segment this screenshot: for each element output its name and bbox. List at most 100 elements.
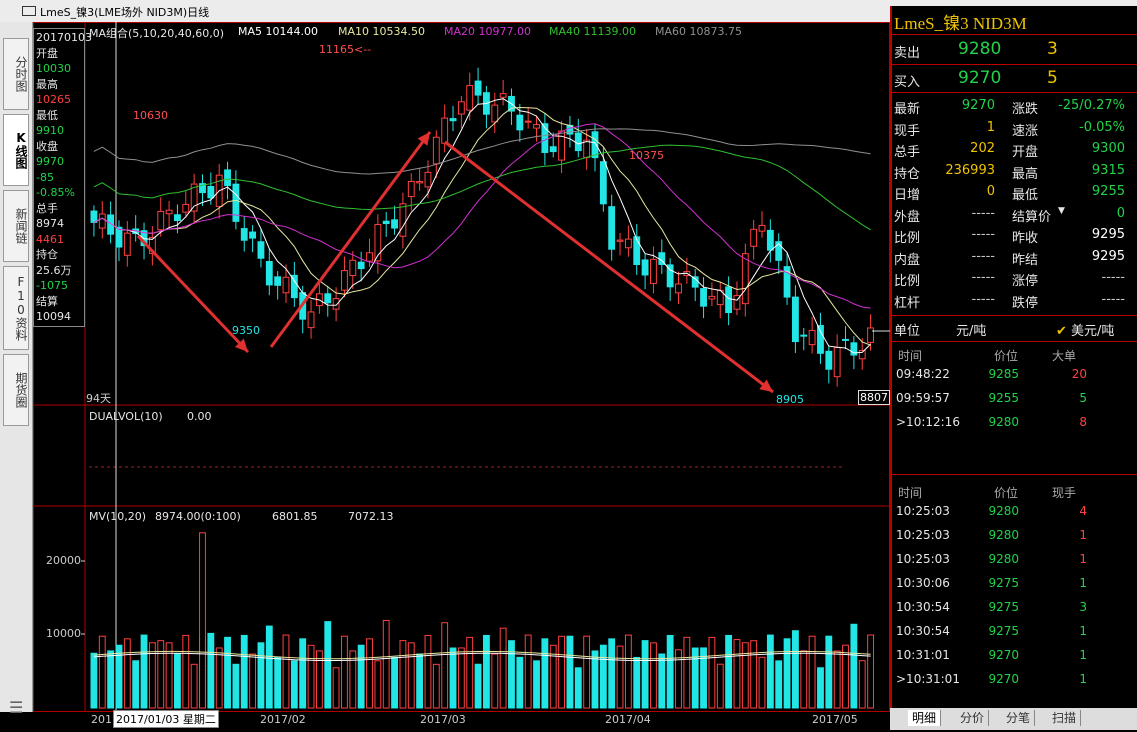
candle-body (399, 203, 407, 237)
volume-bar (608, 638, 616, 709)
candle-body (165, 209, 173, 215)
volume-bar (157, 640, 165, 709)
volume-bar (633, 656, 641, 709)
candle-body (741, 253, 749, 305)
candle-body (207, 186, 215, 199)
table-cell: 1 (1079, 576, 1087, 590)
candle-body (524, 120, 532, 123)
ma60-line (93, 128, 871, 175)
table-cell: 9275 (988, 600, 1019, 614)
table-row[interactable]: 09:59:57 9255 5 (892, 387, 1137, 411)
candle-body (199, 183, 206, 194)
candle-body (148, 236, 156, 254)
current-price-box: 8807 (858, 390, 890, 405)
candle-body (541, 123, 549, 153)
volume-bar (516, 656, 524, 709)
field-value: ----- (971, 205, 995, 221)
info-high-label: 最高 (36, 77, 58, 91)
menu-icon[interactable]: ☰ (9, 698, 24, 717)
candlestick-chart[interactable] (33, 22, 890, 712)
volume-bar (382, 619, 390, 709)
volume-bar (658, 653, 666, 709)
table-row[interactable]: 10:25:03 9280 1 (892, 524, 1137, 548)
field-value: 0 (986, 184, 995, 199)
volume-bar (190, 663, 198, 709)
volume-bar (850, 623, 858, 709)
volume-bar (558, 635, 566, 709)
volume-bar (107, 650, 115, 709)
table-cell: 9280 (988, 504, 1019, 518)
table-row[interactable]: 10:30:54 9275 3 (892, 596, 1137, 620)
candle-body (182, 203, 190, 213)
table-cell: 1 (1079, 528, 1087, 542)
table-row[interactable]: 10:30:54 9275 1 (892, 620, 1137, 644)
field-label: 昨收 (1012, 231, 1039, 246)
field-label: 持仓 (894, 166, 921, 182)
tab-futures-circle[interactable]: 期货圈 (3, 354, 29, 426)
table-row[interactable]: 09:48:22 9285 20 (892, 363, 1137, 387)
volume-bar (474, 663, 482, 709)
chevron-down-icon[interactable]: ▼ (1058, 205, 1065, 216)
uptrend-arrow (269, 131, 432, 348)
candle-body (307, 311, 315, 329)
tab-label: 新闻链 (14, 208, 28, 244)
mv-value-3: 7072.13 (348, 510, 394, 523)
mv20-line (93, 650, 871, 660)
table-cell: 1 (1079, 648, 1087, 662)
unit-cny[interactable]: 元/吨 (956, 324, 987, 339)
volume-bar (483, 634, 490, 709)
side-tab-price[interactable]: 分价 (956, 710, 990, 726)
field-value: 9295 (1091, 248, 1125, 264)
candle-body (290, 274, 298, 299)
volume-bar (533, 660, 540, 709)
table-cell: 9275 (988, 576, 1019, 590)
side-tab-trades[interactable]: 分笔 (1002, 710, 1036, 726)
table-row[interactable]: >10:31:01 9270 1 (892, 668, 1137, 692)
volume-bar (307, 644, 315, 709)
volume-bar (140, 634, 148, 709)
tab-kline[interactable]: K线图 (3, 114, 29, 186)
volume-bar (842, 644, 849, 709)
table-row[interactable]: 10:31:01 9270 1 (892, 644, 1137, 668)
table-cell: 1 (1079, 672, 1087, 686)
field-value: ----- (971, 270, 995, 285)
table-cell: 9280 (988, 552, 1019, 566)
table-cell: 5 (1079, 391, 1087, 405)
volume-bar (725, 634, 733, 709)
info-close: 9970 (36, 155, 64, 168)
buy-label: 买入 (894, 75, 921, 90)
candle-body (775, 241, 783, 261)
side-tab-detail[interactable]: 明细 (908, 710, 942, 726)
unit-usd-option[interactable]: ✔ 美元/吨 (1056, 320, 1114, 339)
field-label: 涨跌 (1012, 102, 1039, 117)
volume-bar (499, 627, 507, 709)
candle-body (416, 181, 424, 184)
candle-body (516, 114, 524, 131)
column-header: 时间 (898, 349, 923, 363)
volume-bar (508, 640, 515, 709)
tab-timeshare[interactable]: 分时图 (3, 38, 29, 110)
volume-bar (290, 660, 298, 709)
table-cell: 10:30:06 (896, 576, 950, 590)
field-value: ----- (971, 291, 995, 307)
table-row[interactable]: 10:30:06 9275 1 (892, 572, 1137, 596)
table-row[interactable]: 10:25:03 9280 4 (892, 500, 1137, 524)
volume-bar (641, 640, 649, 709)
side-tab-scan[interactable]: 扫描 (1048, 710, 1082, 726)
volume-bar (349, 650, 357, 709)
candle-body (391, 219, 398, 229)
table-row[interactable]: 10:25:03 9280 1 (892, 548, 1137, 572)
tab-label: 期货圈 (14, 372, 28, 408)
table-cell: >10:12:16 (896, 415, 960, 429)
mv-label: MV(10,20) (89, 510, 147, 523)
field-value: 202 (970, 141, 995, 156)
ma40-legend: MA40 11139.00 (549, 25, 636, 38)
tab-f10[interactable]: F10资料 (3, 266, 29, 350)
candle-body (240, 228, 248, 241)
volume-bar (599, 644, 607, 709)
tab-news[interactable]: 新闻链 (3, 190, 29, 262)
candle-body (232, 183, 240, 222)
info-volume: 8974 (36, 217, 64, 230)
table-row[interactable]: >10:12:16 9280 8 (892, 411, 1137, 435)
field-value: ----- (971, 248, 995, 264)
